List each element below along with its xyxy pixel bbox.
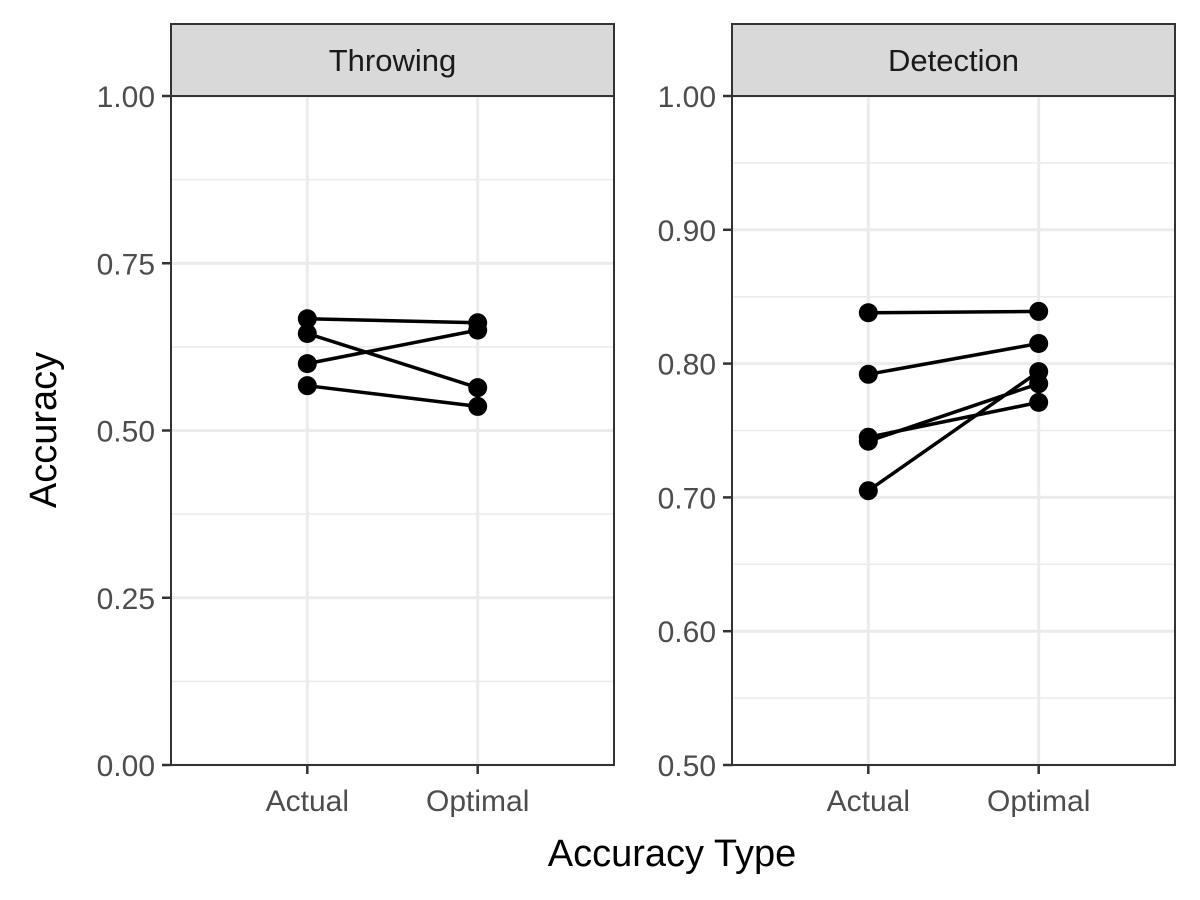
data-point [858, 481, 878, 501]
data-point [468, 396, 488, 416]
series-line [867, 370, 1040, 493]
y-axis-title: Accuracy [23, 352, 65, 508]
series-line [307, 383, 478, 409]
strip-label: Throwing [329, 43, 457, 78]
y-tick-label: 0.70 [658, 482, 716, 515]
series-line [867, 341, 1040, 377]
x-tick-label: Optimal [426, 785, 529, 818]
series-line [306, 328, 479, 366]
x-tick-label: Optimal [987, 785, 1090, 818]
data-point [1029, 301, 1049, 321]
data-point [1029, 392, 1049, 412]
series-line [306, 331, 479, 390]
series-line [307, 317, 478, 325]
data-point [468, 320, 488, 340]
y-tick-label: 1.00 [658, 81, 716, 114]
x-tick-label: Actual [266, 785, 349, 818]
strip-background [731, 23, 1176, 97]
data-point [468, 378, 488, 398]
data-point [858, 303, 878, 323]
y-tick-label: 0.00 [97, 750, 155, 783]
x-axis-title: Accuracy Type [548, 833, 797, 875]
data-point [858, 431, 878, 451]
data-point [297, 323, 317, 343]
y-tick-label: 0.90 [658, 215, 716, 248]
panel-throwing: 0.00 0.25 0.50 0.75 1.00 Actual Optimal Throwin… [97, 23, 615, 818]
data-point [297, 309, 317, 329]
x-tick-label: Actual [827, 785, 910, 818]
series-line [868, 309, 1039, 315]
y-tick-label: 0.75 [97, 248, 155, 281]
y-tick-label: 0.50 [97, 416, 155, 449]
data-point [858, 364, 878, 384]
data-point [297, 354, 317, 374]
y-tick-label: 0.80 [658, 349, 716, 382]
y-tick-label: 1.00 [97, 81, 155, 114]
strip-background [170, 23, 615, 97]
y-tick-label: 0.25 [97, 583, 155, 616]
y-tick-label: 0.60 [658, 616, 716, 649]
panel-detection: 0.50 0.60 0.70 0.80 0.90 1.00 Actual Optimal Det… [658, 23, 1176, 818]
strip-label: Detection [888, 43, 1019, 78]
data-point [1029, 334, 1049, 354]
data-point [297, 376, 317, 396]
y-tick-label: 0.50 [658, 750, 716, 783]
data-point [1029, 362, 1049, 382]
